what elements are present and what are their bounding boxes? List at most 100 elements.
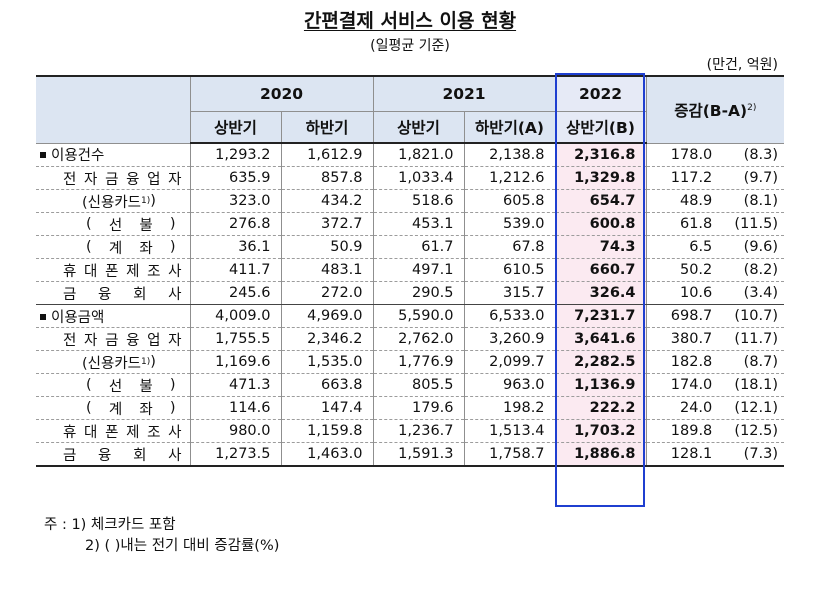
table-row: 금 융 회 사 1,273.5 1,463.0 1,591.3 1,758.7 1,886.8 1… (36, 442, 785, 467)
value-cell: 276.8 (189, 212, 282, 236)
value-cell-2022: 326.4 (554, 281, 647, 305)
value-cell-2022: 1,886.8 (554, 442, 647, 467)
table-subtitle: (일평균 기준) (370, 38, 450, 54)
value-cell: 518.6 (372, 189, 465, 213)
value-cell: 3,260.9 (463, 327, 556, 351)
value-cell: 1,612.9 (280, 143, 374, 167)
header-2022-h1: 상반기(B) (554, 111, 647, 144)
value-cell: 1,236.7 (372, 419, 465, 443)
value-cell: 114.6 (189, 396, 282, 420)
value-cell: 2,762.0 (372, 327, 465, 351)
header-year-2021: 2021 (372, 75, 556, 112)
change-percent: (7.3) (743, 446, 779, 462)
value-cell: 198.2 (463, 396, 556, 420)
change-percent: (8.1) (743, 193, 779, 209)
table-row: (계 좌) 36.1 50.9 61.7 67.8 74.3 6.5 (9.6) (36, 235, 785, 259)
change-percent: (9.6) (743, 239, 779, 255)
value-cell: 4,009.0 (189, 304, 282, 328)
change-value: 698.7 (670, 308, 713, 324)
header-year-2020: 2020 (189, 75, 374, 112)
change-cell: 174.0 (18.1) (645, 373, 785, 397)
change-value: 48.9 (679, 193, 713, 209)
change-value: 61.8 (679, 216, 713, 232)
table-body: 이용건수 1,293.2 1,612.9 1,821.0 2,138.8 2,316.8 1… (36, 143, 785, 467)
change-percent: (11.7) (734, 331, 779, 347)
value-cell-2022: 660.7 (554, 258, 647, 282)
unit-label: (만건, 억원) (706, 57, 778, 73)
change-value: 189.8 (670, 423, 713, 439)
value-cell: 605.8 (463, 189, 556, 213)
value-cell: 1,821.0 (372, 143, 465, 167)
header-2020-h1: 상반기 (189, 111, 282, 144)
value-cell: 4,969.0 (280, 304, 374, 328)
table-row: 이용건수 1,293.2 1,612.9 1,821.0 2,138.8 2,316.8 1… (36, 143, 785, 167)
value-cell: 2,138.8 (463, 143, 556, 167)
value-cell: 1,159.8 (280, 419, 374, 443)
value-cell: 411.7 (189, 258, 282, 282)
table-row: (선 불) 276.8 372.7 453.1 539.0 600.8 61.8 (11.5) (36, 212, 785, 236)
change-percent: (8.3) (743, 146, 779, 163)
change-cell: 6.5 (9.6) (645, 235, 785, 259)
value-cell: 1,293.2 (189, 143, 282, 167)
value-cell: 1,273.5 (189, 442, 282, 467)
change-cell: 117.2 (9.7) (645, 166, 785, 190)
table-row: 금 융 회 사 245.6 272.0 290.5 315.7 326.4 10.6 (3.4) (36, 281, 785, 305)
value-cell: 483.1 (280, 258, 374, 282)
value-cell: 635.9 (189, 166, 282, 190)
value-cell: 323.0 (189, 189, 282, 213)
change-value: 182.8 (670, 354, 713, 370)
table-row: 이용금액 4,009.0 4,969.0 5,590.0 6,533.0 7,231.7 6… (36, 304, 785, 328)
bullet-icon (40, 152, 46, 159)
header-year-2022: 2022 (554, 75, 647, 112)
value-cell: 610.5 (463, 258, 556, 282)
table-row: 전 자 금 융 업 자 635.9 857.8 1,033.4 1,212.6 1,329.8 117… (36, 166, 785, 190)
value-cell-2022: 2,316.8 (554, 143, 647, 167)
change-cell: 10.6 (3.4) (645, 281, 785, 305)
value-cell: 67.8 (463, 235, 556, 259)
value-cell: 272.0 (280, 281, 374, 305)
value-cell: 1,758.7 (463, 442, 556, 467)
value-cell: 1,776.9 (372, 350, 465, 374)
value-cell: 1,535.0 (280, 350, 374, 374)
change-percent: (8.7) (743, 354, 779, 370)
row-label: 이용금액 (36, 304, 191, 328)
value-cell-2022: 1,136.9 (554, 373, 647, 397)
value-cell: 1,513.4 (463, 419, 556, 443)
change-cell: 698.7 (10.7) (645, 304, 785, 328)
value-cell: 663.8 (280, 373, 374, 397)
table-row: (선 불) 471.3 663.8 805.5 963.0 1,136.9 174.0 (18.… (36, 373, 785, 397)
row-label: (신용카드 1)) (36, 350, 191, 374)
value-cell: 50.9 (280, 235, 374, 259)
bullet-icon (40, 313, 46, 320)
header-2020-h2: 하반기 (280, 111, 374, 144)
change-cell: 48.9 (8.1) (645, 189, 785, 213)
change-value: 50.2 (679, 262, 713, 278)
change-value: 174.0 (670, 377, 713, 393)
value-cell-2022: 74.3 (554, 235, 647, 259)
value-cell: 372.7 (280, 212, 374, 236)
value-cell-2022: 7,231.7 (554, 304, 647, 328)
change-value: 117.2 (670, 170, 713, 186)
footnote-1: 주 : 1) 체크카드 포함 (44, 517, 176, 533)
value-cell: 1,033.4 (372, 166, 465, 190)
value-cell: 980.0 (189, 419, 282, 443)
table-row: 휴 대 폰 제 조 사 411.7 483.1 497.1 610.5 660.7 50.2 (8.2) (36, 258, 785, 282)
value-cell-2022: 600.8 (554, 212, 647, 236)
change-value: 380.7 (670, 331, 713, 347)
value-cell: 2,346.2 (280, 327, 374, 351)
change-cell: 182.8 (8.7) (645, 350, 785, 374)
row-label: 이용건수 (36, 143, 191, 167)
change-cell: 189.8 (12.5) (645, 419, 785, 443)
value-cell: 1,591.3 (372, 442, 465, 467)
value-cell: 61.7 (372, 235, 465, 259)
value-cell: 857.8 (280, 166, 374, 190)
value-cell: 1,463.0 (280, 442, 374, 467)
header-2021-h2: 하반기(A) (463, 111, 556, 144)
change-percent: (12.1) (734, 400, 779, 416)
value-cell: 497.1 (372, 258, 465, 282)
change-value: 24.0 (679, 400, 713, 416)
